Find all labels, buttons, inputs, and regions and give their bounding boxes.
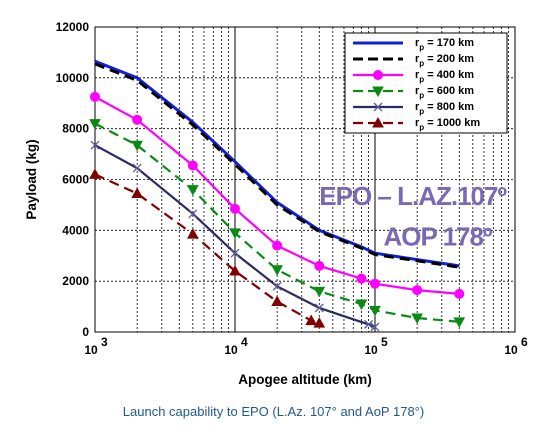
plot-frame: [94, 26, 516, 333]
series-3: [90, 91, 465, 299]
data-point: [355, 299, 368, 311]
data-point: [230, 248, 240, 258]
data-point: [364, 319, 374, 329]
y-tick-label: 10000: [56, 71, 90, 85]
data-point: [187, 160, 198, 171]
data-point: [454, 288, 465, 299]
data-point: [453, 317, 466, 328]
x-tick-exponent: 6: [521, 335, 528, 349]
legend-label: rp = 400 km: [415, 69, 474, 84]
data-point: [373, 70, 383, 80]
y-tick-label: 0: [82, 325, 89, 339]
data-point: [90, 140, 100, 150]
series-5: [90, 140, 380, 332]
data-point: [369, 305, 381, 317]
data-point: [230, 203, 240, 214]
series-4: [89, 119, 466, 328]
x-tick-label: 10: [84, 343, 98, 357]
x-tick-exponent: 3: [101, 335, 108, 349]
data-point: [89, 119, 101, 130]
legend-box: [344, 32, 508, 134]
x-tick-exponent: 4: [241, 335, 248, 349]
x-tick-label: 10: [224, 343, 238, 357]
data-point: [305, 314, 318, 326]
data-point-stroke: [188, 209, 198, 219]
y-axis-ticks: 0 2000 4000 6000 8000 10000 12000: [56, 20, 90, 339]
legend-label: rp = 1000 km: [415, 117, 480, 132]
legend-label: rp = 200 km: [415, 53, 474, 68]
data-point: [229, 228, 241, 239]
legend-label: rp = 600 km: [415, 85, 474, 100]
y-tick-label: 6000: [62, 173, 89, 187]
series-1: [94, 59, 460, 268]
legend-label: rp = 170 km: [415, 37, 474, 52]
series-2: [94, 62, 460, 269]
data-point: [411, 313, 423, 325]
data-point: [131, 187, 143, 198]
data-point: [372, 116, 384, 128]
figure-caption: Launch capability to EPO (L.Az. 107° and…: [122, 404, 425, 419]
data-point: [89, 168, 101, 179]
data-point: [313, 286, 326, 298]
legend-item: rp = 1000 km: [353, 116, 480, 132]
legend-item: rp = 400 km: [353, 69, 474, 84]
series-6: [89, 168, 326, 328]
data-point-stroke: [230, 248, 240, 258]
y-tick-label: 12000: [56, 20, 90, 34]
data-point-stroke: [272, 281, 282, 291]
y-tick-label: 2000: [62, 274, 89, 288]
data-point: [132, 163, 142, 173]
data-point: [272, 281, 282, 291]
annotation-text: AOP 178º: [383, 222, 492, 252]
data-point: [132, 114, 143, 125]
data-point: [370, 322, 380, 332]
data-point: [314, 303, 324, 313]
series-line: [94, 144, 376, 328]
y-axis-title: Payload (kg): [24, 139, 39, 219]
data-point: [90, 91, 100, 102]
legend-item: rp = 600 km: [353, 85, 474, 100]
x-tick-label: 10: [364, 343, 378, 357]
data-point: [313, 317, 326, 328]
data-point-stroke: [314, 303, 324, 313]
data-point: [188, 209, 198, 219]
x-tick-label: 10: [504, 343, 518, 357]
data-point: [314, 260, 325, 271]
data-point: [187, 185, 199, 196]
data-point: [370, 278, 380, 289]
x-axis-title: Apogee altitude (km): [238, 372, 372, 387]
data-point: [187, 228, 199, 239]
data-point: [131, 140, 143, 152]
data-point: [229, 264, 241, 276]
legend-label: rp = 800 km: [415, 101, 474, 116]
data-point: [372, 86, 384, 98]
data-point: [373, 102, 383, 112]
series-line: [94, 122, 460, 323]
data-point-stroke: [90, 140, 100, 150]
legend-item: rp = 200 km: [353, 53, 474, 68]
annotation-text: EPO – L.AZ.107º: [319, 181, 507, 211]
series-line: [94, 59, 460, 268]
legend-item: rp = 800 km: [353, 101, 474, 116]
data-point: [271, 295, 283, 306]
legend-item: rp = 170 km: [353, 37, 474, 52]
data-point-stroke: [373, 102, 383, 112]
series-layer: [89, 59, 466, 332]
data-point: [271, 265, 283, 276]
series-line: [94, 62, 460, 269]
data-point: [272, 240, 283, 251]
data-point: [356, 273, 367, 284]
y-tick-label: 8000: [62, 122, 89, 136]
y-tick-label: 4000: [62, 223, 89, 237]
x-tick-exponent: 5: [381, 335, 388, 349]
data-point: [412, 285, 423, 296]
annotations: EPO – L.AZ.107º AOP 178º: [319, 181, 508, 252]
data-point-stroke: [364, 319, 374, 329]
data-point-stroke: [132, 163, 142, 173]
data-point-stroke: [370, 322, 380, 332]
series-line: [94, 95, 460, 295]
